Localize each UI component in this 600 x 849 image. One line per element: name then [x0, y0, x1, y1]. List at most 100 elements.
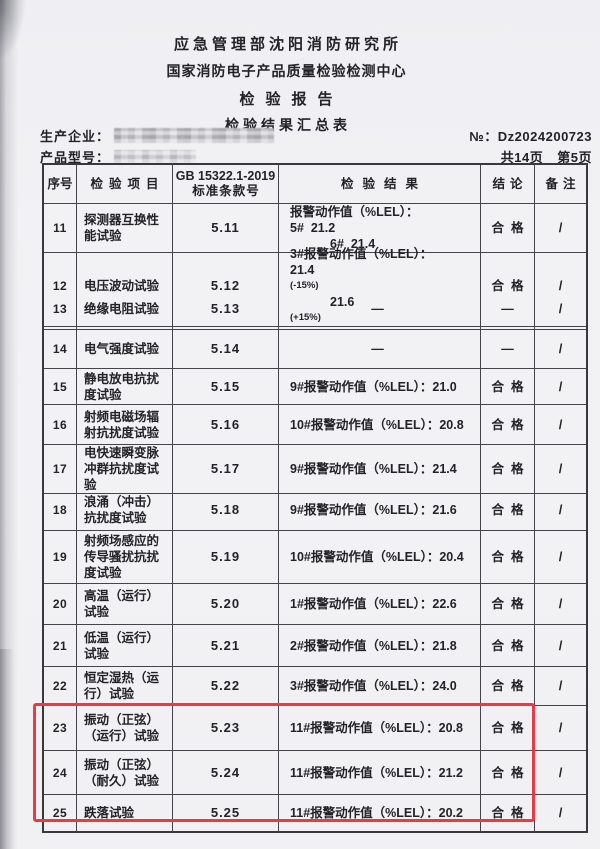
- row-conclusion: 合格: [481, 751, 535, 795]
- col-header-remark: 备注: [535, 165, 586, 204]
- manufacturer-label: 生产企业：: [40, 129, 111, 144]
- row-test-result: 报警动作值（%LEL）： 5# 21.2 6# 21.4: [279, 204, 481, 253]
- row-test-item: 恒定湿热（运 行）试验: [77, 667, 173, 706]
- row-test-result: 3#报警动作值（%LEL）： 21.4 (-15%) 21.6 (+15%): [279, 246, 481, 327]
- row-standard-clause: 5.11: [173, 204, 279, 253]
- test-item-line: 试验: [84, 605, 110, 619]
- page-count: 共14页 第5页: [501, 147, 592, 166]
- result-segment: 10#报警动作值（%LEL）：20.8: [290, 417, 464, 432]
- row-standard-clause: 5.25: [173, 795, 279, 831]
- row-test-result: 9#报警动作值（%LEL）：21.4: [279, 445, 481, 494]
- result-segment: 11#报警动作值（%LEL）：21.2: [290, 765, 463, 780]
- test-item-line: 能试验: [84, 229, 122, 243]
- report-header: 应急管理部沈阳消防研究所 国家消防电子产品质量检验检测中心 检验报告 检验结果汇…: [0, 33, 586, 135]
- table-row: 18 浪涌（冲击） 抗扰度试验 5.18 9#报警动作值（%LEL）：21.6 合格 /: [44, 490, 586, 531]
- test-item-line: 高温（运行）: [84, 589, 160, 603]
- col-header-clause-line2: 标准条款号: [192, 184, 260, 198]
- row-standard-clause: 5.15: [173, 369, 279, 405]
- row-conclusion: 合格: [481, 531, 535, 584]
- result-segment: 9#报警动作值（%LEL）：21.4: [290, 462, 457, 476]
- result-segment: —: [371, 302, 384, 316]
- pages-total: 共14页: [500, 150, 544, 165]
- scan-edge-shadow-corner: [0, 0, 26, 60]
- row-remark: /: [535, 706, 586, 751]
- manufacturer-redacted-value: [114, 128, 275, 143]
- test-item-line: 恒定湿热（运: [84, 671, 160, 685]
- row-remark: /: [535, 751, 586, 795]
- result-line: 21.4 (-15%) 21.6 (+15%): [290, 262, 354, 326]
- row-standard-clause: 5.20: [173, 584, 279, 625]
- table-row: 16 射频电磁场辐 射抗扰度试验 5.16 10#报警动作值（%LEL）：20.8 合格 /: [44, 405, 586, 445]
- row-conclusion: 合格: [481, 625, 535, 667]
- row-serial-number: 20: [44, 584, 77, 625]
- results-table: 序号 检验项目 GB 15322.1-2019 标准条款号 检验结果 结论 备注…: [42, 163, 588, 833]
- row-serial-number: 11: [44, 204, 77, 253]
- test-item-line: 抗扰度试验: [84, 511, 147, 525]
- row-serial-number: 18: [44, 490, 77, 531]
- row-test-item: 电气强度试验: [77, 330, 173, 369]
- result-line: 11#报警动作值（%LEL）：20.2: [290, 805, 463, 821]
- row-standard-clause: 5.19: [173, 531, 279, 584]
- result-line: 10#报警动作值（%LEL）：20.4: [290, 549, 464, 565]
- table-row: 12 电压波动试验 5.12 3#报警动作值（%LEL）： 21.4 (-15%) 21.6…: [44, 246, 586, 327]
- result-segment: 9#报警动作值（%LEL）：21.6: [290, 503, 457, 517]
- row-test-item: 静电放电抗扰 度试验: [77, 369, 173, 405]
- model-row: 产品型号： 共14页 第5页: [40, 147, 592, 166]
- scan-edge-shadow-bottom: [0, 649, 14, 849]
- table-row: 15 静电放电抗扰 度试验 5.15 9#报警动作值（%LEL）：21.0 合格 /: [44, 369, 586, 405]
- row-test-item: 振动（正弦） （运行）试验: [77, 706, 173, 751]
- result-segment: 11#报警动作值（%LEL）：20.2: [290, 806, 463, 820]
- test-item-line: 振动（正弦）: [84, 713, 160, 727]
- col-header-conclusion: 结论: [481, 165, 535, 204]
- row-test-item: 跌落试验: [77, 795, 173, 831]
- result-line: 5# 21.2 6# 21.4: [290, 220, 375, 252]
- result-segment: 9#报警动作值（%LEL）：21.0: [290, 379, 457, 394]
- org-name-line2: 国家消防电子产品质量检验检测中心: [166, 63, 407, 79]
- row-test-item: 低温（运行） 试验: [77, 625, 173, 667]
- report-number-value: Dz2024200723: [497, 129, 592, 144]
- test-item-line: （运行）试验: [84, 729, 160, 743]
- row-test-item: 高温（运行） 试验: [77, 584, 173, 625]
- row-test-item: 电快速瞬变脉 冲群抗扰度试验: [77, 445, 173, 494]
- row-remark: /: [535, 405, 586, 445]
- row-remark: /: [535, 369, 586, 405]
- result-segment: 1#报警动作值（%LEL）：22.6: [290, 597, 457, 611]
- row-standard-clause: 5.16: [173, 405, 279, 445]
- table-row: 20 高温（运行） 试验 5.20 1#报警动作值（%LEL）：22.6 合格 /: [44, 584, 586, 625]
- row-conclusion: —: [481, 289, 535, 330]
- result-segment: 11#报警动作值（%LEL）：20.8: [290, 721, 463, 735]
- row-serial-number: 16: [44, 405, 77, 445]
- test-item-line: 浪涌（冲击）: [84, 495, 160, 509]
- row-test-result: 11#报警动作值（%LEL）：20.8: [279, 706, 481, 751]
- test-item-line: 绝缘电阻试验: [84, 302, 160, 316]
- result-segment: 2#报警动作值（%LEL）：21.8: [290, 638, 457, 653]
- test-item-line: 射频场感应的: [84, 534, 160, 548]
- result-segment: 21.4: [290, 263, 315, 277]
- row-standard-clause: 5.14: [173, 330, 279, 369]
- test-item-line: 射频电磁场辐: [84, 409, 160, 424]
- row-remark: /: [535, 625, 586, 667]
- row-conclusion: 合格: [481, 667, 535, 706]
- row-conclusion: 合格: [481, 204, 535, 253]
- row-remark: /: [535, 246, 586, 327]
- result-segment: 3#报警动作值（%LEL）：24.0: [290, 679, 457, 693]
- row-conclusion: 合格: [481, 246, 535, 327]
- row-test-result: 3#报警动作值（%LEL）：24.0: [279, 667, 481, 706]
- row-conclusion: 合格: [481, 706, 535, 751]
- row-test-result: 9#报警动作值（%LEL）：21.6: [279, 490, 481, 531]
- row-serial-number: 19: [44, 531, 77, 584]
- table-row: 13 绝缘电阻试验 5.13— — /: [44, 289, 586, 330]
- test-item-line: 传导骚扰抗扰: [84, 550, 160, 564]
- result-line: 3#报警动作值（%LEL）：: [290, 246, 432, 262]
- row-test-item: 探测器互换性 能试验: [77, 204, 173, 253]
- test-item-line: 冲群抗扰度试: [84, 462, 160, 476]
- page-current: 第5页: [557, 150, 592, 165]
- table-row: 19 射频场感应的 传导骚扰抗扰 度试验 5.19 10#报警动作值（%LEL）：20.4…: [44, 531, 586, 584]
- result-segment: 3#报警动作值（%LEL）：: [290, 247, 433, 261]
- test-item-line: 度试验: [84, 387, 122, 402]
- row-remark: /: [535, 667, 586, 706]
- result-line: —: [371, 301, 384, 317]
- result-line: 11#报警动作值（%LEL）：21.2: [290, 765, 463, 781]
- result-line: 9#报警动作值（%LEL）：21.4: [290, 461, 457, 477]
